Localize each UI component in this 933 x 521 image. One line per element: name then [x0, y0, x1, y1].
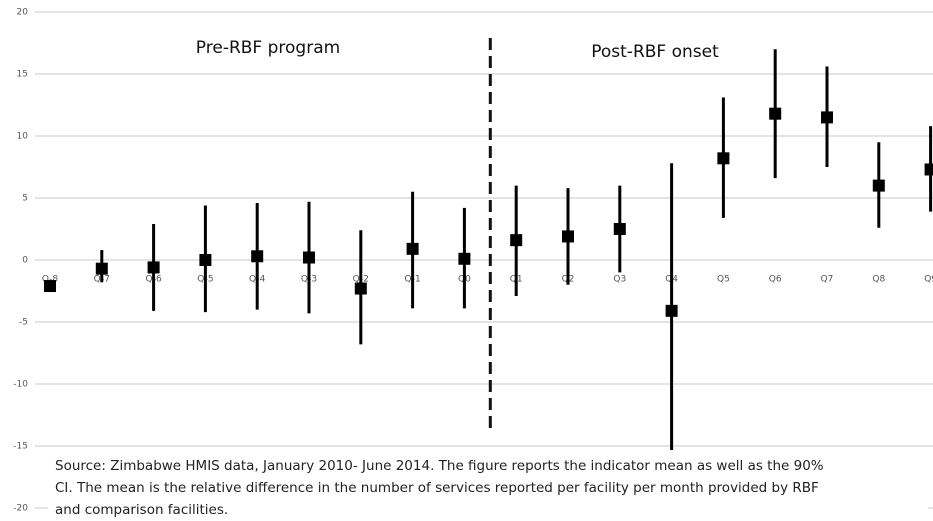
- marker: [717, 152, 730, 165]
- y-tick-label: 0: [22, 256, 28, 266]
- x-tick-label: Q6: [769, 275, 782, 285]
- x-tick-label: Q3: [613, 275, 626, 285]
- x-tick-label: Q8: [872, 275, 885, 285]
- marker: [199, 254, 212, 266]
- y-tick-label: 15: [17, 70, 28, 80]
- y-tick-label: -10: [13, 380, 28, 390]
- x-tick-label: Q5: [717, 275, 730, 285]
- note-line: Source: Zimbabwe HMIS data, January 2010…: [55, 458, 824, 474]
- x-tick-label: Q9: [924, 275, 933, 285]
- marker: [872, 179, 885, 192]
- marker: [924, 163, 933, 176]
- marker: [613, 223, 626, 235]
- x-tick-label: Q-8: [42, 275, 59, 285]
- marker: [303, 251, 315, 264]
- y-tick-label: 20: [17, 8, 29, 18]
- note-line: CI. The mean is the relative difference …: [55, 480, 819, 496]
- marker: [510, 234, 523, 247]
- y-tick-label: 5: [22, 194, 28, 204]
- y-tick-label: -5: [19, 318, 28, 328]
- marker: [665, 304, 678, 317]
- x-tick-label: Q7: [821, 275, 834, 285]
- y-tick-label: 10: [17, 132, 29, 142]
- annotation: Pre-RBF program: [196, 38, 340, 58]
- marker: [95, 262, 108, 275]
- marker: [769, 107, 782, 120]
- marker: [458, 252, 471, 265]
- note-box: [48, 450, 928, 521]
- grid: [35, 11, 933, 509]
- marker: [821, 111, 833, 124]
- marker: [406, 242, 419, 255]
- marker: [562, 230, 574, 243]
- marker: [44, 280, 56, 293]
- marker: [251, 250, 264, 263]
- y-tick-label: -15: [13, 442, 28, 452]
- marker: [147, 261, 160, 274]
- y-tick-label: -20: [13, 504, 28, 514]
- note-line: and comparison facilities.: [55, 502, 228, 518]
- annotation: Post-RBF onset: [591, 42, 719, 62]
- marker: [354, 282, 367, 295]
